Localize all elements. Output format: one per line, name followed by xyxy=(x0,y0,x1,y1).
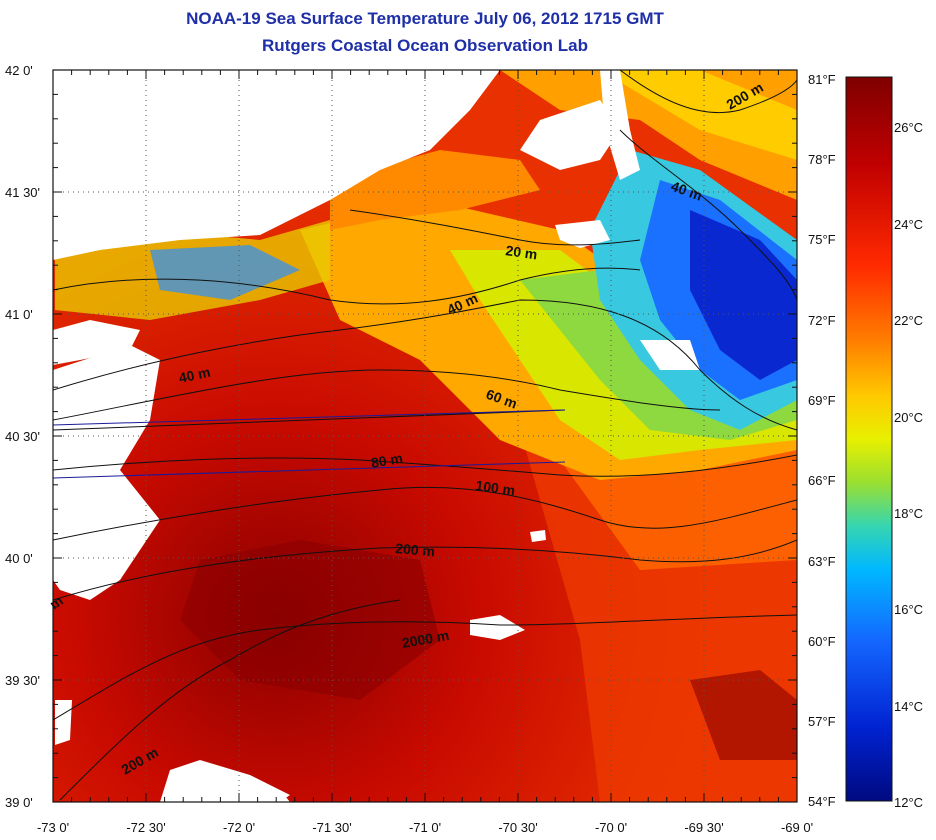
lon-tick-label: -72 30' xyxy=(126,820,165,835)
contour-label: 20 m xyxy=(505,242,539,262)
fahrenheit-label: 54°F xyxy=(808,794,836,809)
lon-tick-label: -69 0' xyxy=(781,820,813,835)
map-subtitle: Rutgers Coastal Ocean Observation Lab xyxy=(262,36,588,55)
lat-tick-label: 42 0' xyxy=(5,63,33,78)
fahrenheit-label: 75°F xyxy=(808,232,836,247)
fahrenheit-label: 78°F xyxy=(808,152,836,167)
celsius-label: 22°C xyxy=(894,313,923,328)
lat-tick-label: 40 0' xyxy=(5,551,33,566)
contour-label: 200 m xyxy=(395,540,436,559)
lon-tick-label: -70 30' xyxy=(498,820,537,835)
celsius-label: 20°C xyxy=(894,410,923,425)
map-title: NOAA-19 Sea Surface Temperature July 06,… xyxy=(186,9,664,28)
lat-tick-label: 39 30' xyxy=(5,673,40,688)
fahrenheit-label: 60°F xyxy=(808,634,836,649)
lon-tick-label: -71 30' xyxy=(312,820,351,835)
fahrenheit-label: 72°F xyxy=(808,313,836,328)
temperature-colorbar xyxy=(845,76,893,802)
lon-axis: -73 0' -72 30' -72 0' -71 30' -71 0' -70… xyxy=(37,820,813,835)
fahrenheit-label: 57°F xyxy=(808,714,836,729)
lat-tick-label: 41 0' xyxy=(5,307,33,322)
celsius-label: 12°C xyxy=(894,795,923,810)
fahrenheit-label: 69°F xyxy=(808,393,836,408)
lat-axis: 42 0' 41 30' 41 0' 40 30' 40 0' 39 30' 3… xyxy=(5,63,40,810)
celsius-label: 14°C xyxy=(894,699,923,714)
fahrenheit-label: 63°F xyxy=(808,554,836,569)
contour-label: 40 m xyxy=(177,364,212,386)
celsius-label: 26°C xyxy=(894,120,923,135)
celsius-label: 16°C xyxy=(894,602,923,617)
lon-tick-label: -69 30' xyxy=(684,820,723,835)
fahrenheit-label: 81°F xyxy=(808,72,836,87)
lon-tick-label: -72 0' xyxy=(223,820,255,835)
lat-tick-label: 40 30' xyxy=(5,429,40,444)
lat-tick-label: 41 30' xyxy=(5,185,40,200)
lon-tick-label: -70 0' xyxy=(595,820,627,835)
fahrenheit-label: 66°F xyxy=(808,473,836,488)
celsius-scale: 26°C 24°C 22°C 20°C 18°C 16°C 14°C 12°C xyxy=(894,120,923,810)
lon-tick-label: -71 0' xyxy=(409,820,441,835)
contour-label: 100 m xyxy=(475,477,517,498)
lon-tick-label: -73 0' xyxy=(37,820,69,835)
contour-label: 80 m xyxy=(370,450,404,471)
celsius-label: 18°C xyxy=(894,506,923,521)
lat-tick-label: 39 0' xyxy=(5,795,33,810)
fahrenheit-scale: 81°F 78°F 75°F 72°F 69°F 66°F 63°F 60°F … xyxy=(808,72,836,809)
bathymetry-contours xyxy=(53,70,797,801)
axis-ticks xyxy=(52,69,798,803)
celsius-label: 24°C xyxy=(894,217,923,232)
map-grid xyxy=(53,70,797,802)
